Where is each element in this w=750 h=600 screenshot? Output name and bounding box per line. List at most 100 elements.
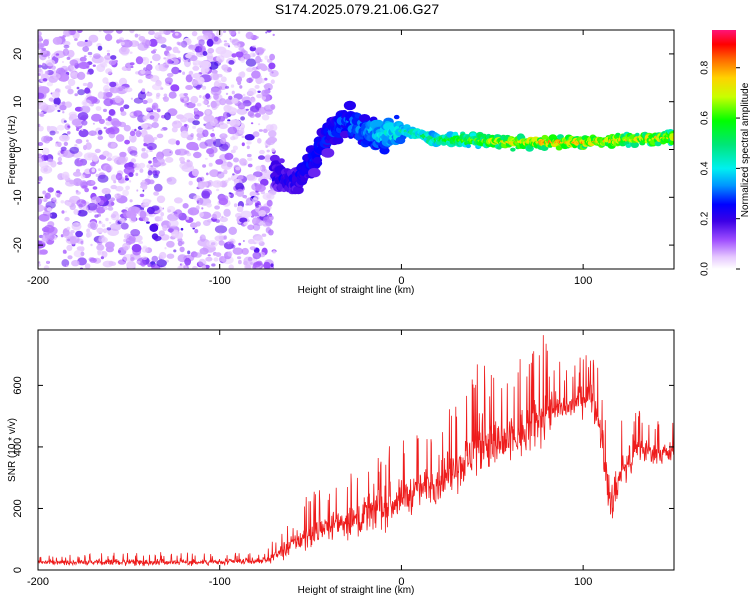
spectrogram-noise-cell: [216, 188, 220, 192]
spectrogram-noise-cell: [101, 237, 108, 243]
spectrogram-noise-cell: [68, 111, 77, 117]
spectrogram-noise-cell: [156, 259, 167, 268]
spectrogram-noise-cell: [160, 44, 167, 49]
snr-y-ticks: 0 200 400 600: [12, 376, 674, 573]
spectrogram-noise-cell: [249, 191, 257, 198]
spectrogram-noise-cell: [215, 159, 224, 165]
spectrogram-noise-cell: [61, 210, 65, 214]
spectrogram-noise-cell: [168, 91, 177, 99]
spectrogram-noise-cell: [235, 76, 243, 83]
spectrogram-noise-cell: [192, 65, 200, 71]
spectrogram-noise-cell: [135, 172, 139, 177]
spectrogram-noise-cell: [66, 244, 73, 251]
colorbar-tick-label: 0.2: [700, 211, 711, 225]
spectrogram-noise-cell: [38, 261, 41, 264]
colorbar-tick-label: 0.8: [700, 60, 711, 74]
spectrogram-noise-cell: [166, 205, 176, 213]
spectrogram-noise-cell: [138, 241, 143, 244]
spectrogram-noise-cell: [45, 59, 56, 67]
spectrogram-noise-cell: [133, 163, 138, 168]
spectrogram-noise-cell: [223, 235, 228, 240]
spectrogram-noise-cell: [257, 90, 261, 94]
spectrogram-noise-cell: [246, 67, 254, 73]
colorbar-gradient: [712, 30, 736, 269]
spectrogram-noise-cell: [258, 129, 263, 132]
spectrogram-noise-cell: [207, 219, 213, 223]
spectrogram-noise-cell: [151, 122, 159, 129]
spectrogram-noise-cell: [87, 202, 98, 211]
spectrogram-noise-cell: [67, 255, 73, 260]
spectrogram-noise-cell: [249, 97, 256, 103]
spectrogram-noise-cell: [272, 250, 276, 254]
spectrogram-noise-cell: [223, 169, 228, 175]
spectrogram-noise-cell: [243, 260, 248, 266]
snr-panel: -200 -100 0 100 0 200 400 600 Height of straig…: [7, 329, 675, 596]
spectrogram-noise-cell: [159, 251, 167, 260]
spectrogram-noise-cell: [146, 221, 150, 224]
spectrogram-noise-cell: [166, 176, 177, 185]
spectrogram-noise-cell: [232, 133, 239, 140]
spectrogram-noise-cell: [167, 59, 173, 64]
spectrogram-noise-cell: [105, 121, 112, 126]
spectrogram-noise-cell: [102, 228, 108, 234]
spectrogram-noise-cell: [217, 39, 223, 44]
spectrogram-noise-cell: [105, 91, 113, 98]
spectrogram-noise-cell: [220, 137, 227, 145]
spectrogram-noise-cell: [246, 145, 250, 150]
spectrogram-noise-cell: [188, 180, 193, 186]
spectrogram-noise-cell: [38, 86, 50, 95]
spectrogram-noise-cell: [109, 86, 119, 94]
spectrogram-noise-cell: [241, 142, 245, 147]
spectrogram-noise-cell: [161, 148, 173, 157]
spectrogram-noise-cell: [92, 98, 100, 104]
spectrogram-noise-cell: [266, 199, 273, 207]
spectrogram-noise-cell: [67, 131, 71, 135]
spectrogram-noise-cell: [162, 97, 167, 100]
spectrogram-noise-cell: [207, 47, 215, 54]
spectrogram-noise-cell: [114, 95, 122, 104]
spectrogram-noise-cell: [162, 207, 165, 210]
spectrogram-noise-cell: [61, 101, 66, 106]
spectrogram-noise-cell: [258, 123, 261, 126]
spectrogram-noise-cell: [136, 189, 139, 192]
spectrogram-noise-cell: [84, 263, 91, 269]
spectrogram-noise-cell: [155, 64, 164, 72]
spectrogram-noise-cell: [107, 206, 114, 211]
spectrogram-noise-cell: [184, 59, 191, 68]
spectrogram-noise-cell: [149, 38, 158, 47]
spectrogram-noise-cell: [254, 112, 261, 118]
spectrogram-noise-cell: [240, 116, 246, 121]
spectrogram-noise-cell: [271, 148, 276, 153]
spectrogram-noise-cell: [263, 128, 268, 133]
spectrogram-noise-cell: [237, 256, 242, 260]
spectrogram-noise-cell: [62, 61, 64, 63]
spectrogram-noise-cell: [236, 188, 245, 197]
spectrogram-noise-cell: [243, 221, 248, 226]
spectrogram-noise-cell: [214, 82, 219, 86]
spectrogram-noise-cell: [252, 131, 260, 138]
spectrogram-noise-cell: [195, 221, 201, 227]
spectrogram-noise-cell: [146, 142, 157, 151]
spectrogram-noise-cell: [193, 252, 202, 258]
spectrogram-noise-cell: [178, 69, 182, 73]
spectrogram-noise-cell: [178, 265, 183, 269]
spectrogram-noise-cell: [165, 46, 172, 51]
spectrogram-noise-cell: [198, 40, 201, 44]
spectrogram-noise-cell: [66, 56, 71, 61]
spectrogram-x-tick-label: 0: [398, 275, 404, 287]
spectrogram-noise-cell: [108, 60, 116, 66]
spectrogram-noise-cell: [44, 70, 49, 75]
spectrogram-noise-cell: [223, 208, 231, 217]
spectrogram-y-tick-label: 0: [12, 146, 24, 152]
spectrogram-noise-cell: [137, 79, 143, 84]
spectrogram-noise-cell: [184, 123, 188, 127]
spectrogram-noise-cell: [76, 71, 86, 80]
spectrogram-noise-cell: [247, 157, 253, 161]
spectrogram-noise-cell: [40, 43, 45, 48]
spectrogram-noise-cell: [247, 256, 253, 262]
spectrogram-noise-cell: [128, 172, 134, 178]
spectrogram-noise-cell: [104, 33, 113, 42]
spectrogram-noise-cell: [249, 105, 260, 113]
spectrogram-noise-cell: [222, 111, 229, 119]
spectrogram-noise-cell: [128, 161, 134, 168]
